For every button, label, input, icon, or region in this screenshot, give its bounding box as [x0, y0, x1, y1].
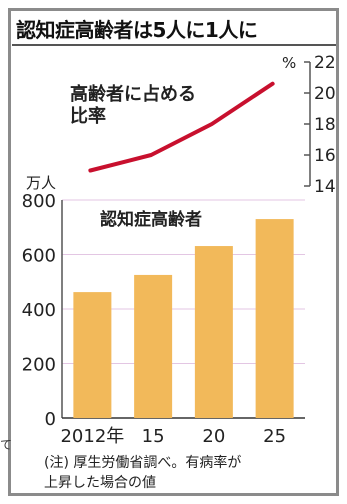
- y-left-tick-200: 200: [22, 355, 56, 376]
- line-series-label-1: 高齢者に占める: [70, 83, 196, 105]
- cropped-edge-text: て: [0, 438, 13, 452]
- bar-15: [134, 274, 173, 418]
- x-tick-2012年: 2012年: [60, 426, 124, 447]
- line-series-ratio: [88, 81, 275, 173]
- bar-20: [194, 246, 233, 418]
- bar-25: [255, 219, 294, 418]
- source-note-line-1: (注) 厚生労働省調べ。有病率が: [44, 455, 242, 471]
- x-tick-15: 15: [142, 426, 165, 447]
- bar-2012年: [73, 292, 112, 418]
- bar-series-label: 認知症高齢者: [100, 209, 202, 230]
- y-right-tick-18: 18: [314, 115, 336, 135]
- y-right-tick-14: 14: [314, 177, 336, 197]
- chart-title: 認知症高齢者は5人に1人に: [16, 18, 258, 42]
- y-right-unit: %: [282, 54, 296, 72]
- y-left-tick-600: 600: [22, 246, 56, 267]
- y-right-tick-20: 20: [314, 84, 336, 104]
- y-left-tick-0: 0: [45, 409, 56, 430]
- x-tick-25: 25: [263, 426, 286, 447]
- y-right-tick-16: 16: [314, 146, 336, 166]
- y-left-tick-400: 400: [22, 300, 56, 321]
- y-left-tick-800: 800: [22, 191, 56, 212]
- x-tick-20: 20: [202, 426, 225, 447]
- source-note-line-2: 上昇した場合の値: [44, 475, 156, 491]
- line-series-label-2: 比率: [70, 105, 106, 127]
- title-divider: [12, 44, 336, 46]
- y-right-tick-22: 22: [314, 53, 336, 73]
- y-left-unit: 万人: [26, 174, 56, 192]
